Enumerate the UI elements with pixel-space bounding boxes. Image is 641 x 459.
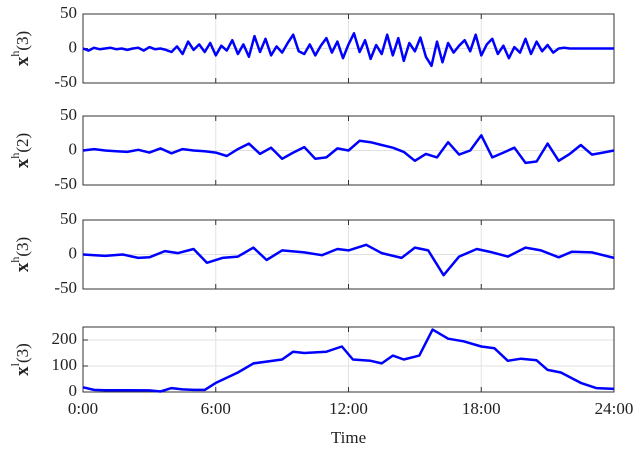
y-label-base: x: [12, 366, 33, 376]
y-tick-label: -50: [54, 278, 77, 297]
x-axis-label: Time: [331, 428, 366, 447]
y-label-sup: h: [8, 257, 22, 263]
y-tick-label: -50: [54, 174, 77, 193]
panel: 0 100 200 xl(3) 0:00 6:00 12:00 18:00 24:00 Time: [8, 326, 634, 447]
y-tick-label: 200: [52, 329, 78, 348]
y-tick-label: 50: [60, 3, 77, 22]
panel: -50 0 50 xh(3): [8, 209, 615, 297]
y-axis-label: xl(3): [8, 343, 34, 376]
y-axis-label: xh(3): [8, 31, 34, 66]
x-tick-label: 24:00: [595, 399, 634, 418]
axes-frame: [82, 326, 615, 393]
y-label-base: x: [12, 262, 33, 272]
panel: -50 0 50 xh(3): [8, 3, 615, 91]
y-tick-label: 0: [69, 381, 78, 400]
y-label-arg: (3): [13, 31, 32, 51]
y-label-arg: (2): [13, 133, 32, 153]
y-label-sup: h: [8, 51, 22, 57]
y-axis-label: xh(2): [8, 133, 34, 168]
line-series: [82, 134, 615, 165]
y-tick-label: 0: [69, 243, 78, 262]
y-label-base: x: [12, 56, 33, 66]
y-tick-label: 0: [69, 139, 78, 158]
y-tick-label: 50: [60, 105, 77, 124]
y-tick-label: -50: [54, 72, 77, 91]
y-tick-label: 100: [52, 355, 78, 374]
y-label-sup: l: [8, 362, 22, 366]
line-series: [82, 243, 615, 277]
y-axis-label: xh(3): [8, 237, 34, 272]
line-series: [82, 328, 615, 393]
y-tick-label: 50: [60, 209, 77, 228]
x-tick-label: 18:00: [462, 399, 501, 418]
x-tick-label: 12:00: [329, 399, 368, 418]
y-tick-label: 0: [69, 37, 78, 56]
x-tick-label: 6:00: [201, 399, 231, 418]
y-label-arg: (3): [13, 237, 32, 257]
x-tick-label: 0:00: [68, 399, 98, 418]
panel: -50 0 50 xh(2): [8, 105, 615, 193]
y-label-sup: h: [8, 153, 22, 159]
y-label-base: x: [12, 158, 33, 168]
line-series: [82, 32, 614, 68]
y-label-arg: (3): [13, 343, 32, 363]
